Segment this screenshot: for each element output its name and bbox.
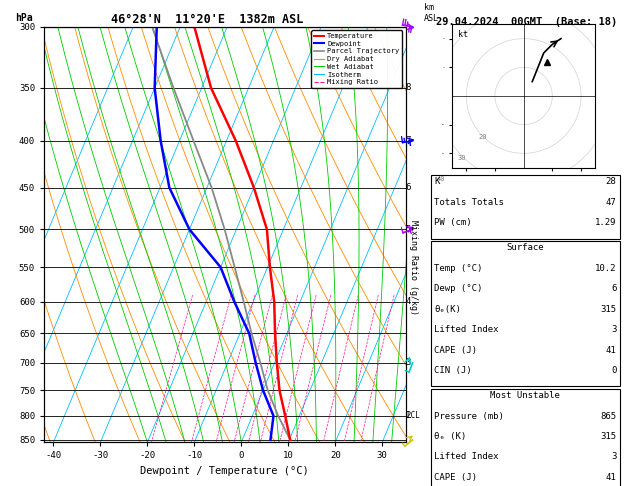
- Text: 6: 6: [406, 183, 411, 192]
- Text: kt: kt: [458, 30, 468, 39]
- Text: 6: 6: [611, 284, 616, 294]
- Text: Temp (°C): Temp (°C): [434, 264, 482, 273]
- Text: 1: 1: [150, 447, 153, 451]
- Text: 4: 4: [232, 447, 236, 451]
- Text: 20: 20: [340, 447, 348, 451]
- Text: 7: 7: [406, 137, 411, 145]
- Text: CIN (J): CIN (J): [434, 366, 472, 375]
- Text: θₑ (K): θₑ (K): [434, 432, 466, 441]
- Text: 30: 30: [457, 155, 466, 161]
- Text: 5: 5: [406, 225, 411, 234]
- Text: 41: 41: [606, 473, 616, 482]
- Text: 41: 41: [606, 346, 616, 355]
- Text: 2: 2: [406, 411, 411, 420]
- Text: 15: 15: [320, 447, 327, 451]
- Text: 29.04.2024  00GMT  (Base: 18): 29.04.2024 00GMT (Base: 18): [436, 17, 617, 27]
- Text: 8: 8: [278, 447, 281, 451]
- Text: Pressure (mb): Pressure (mb): [434, 412, 504, 421]
- Text: 40: 40: [437, 175, 445, 182]
- Text: Surface: Surface: [506, 243, 544, 253]
- Text: 4: 4: [406, 297, 411, 306]
- Text: LCL: LCL: [406, 411, 420, 420]
- Text: 6: 6: [259, 447, 262, 451]
- Text: 3: 3: [214, 447, 218, 451]
- Text: θₑ(K): θₑ(K): [434, 305, 461, 314]
- Text: 315: 315: [600, 305, 616, 314]
- Text: hPa: hPa: [15, 13, 33, 22]
- Text: Totals Totals: Totals Totals: [434, 198, 504, 207]
- Text: 865: 865: [600, 412, 616, 421]
- Text: km
ASL: km ASL: [424, 3, 439, 22]
- Text: 1.29: 1.29: [595, 218, 616, 227]
- Title: 46°28'N  11°20'E  1382m ASL: 46°28'N 11°20'E 1382m ASL: [111, 13, 303, 26]
- Text: Dewp (°C): Dewp (°C): [434, 284, 482, 294]
- Text: Most Unstable: Most Unstable: [490, 391, 560, 400]
- Legend: Temperature, Dewpoint, Parcel Trajectory, Dry Adiabat, Wet Adiabat, Isotherm, Mi: Temperature, Dewpoint, Parcel Trajectory…: [311, 30, 402, 88]
- Text: 8: 8: [406, 84, 411, 92]
- Text: 3: 3: [611, 325, 616, 334]
- Text: 2: 2: [189, 447, 193, 451]
- Text: Lifted Index: Lifted Index: [434, 325, 499, 334]
- Text: PW (cm): PW (cm): [434, 218, 472, 227]
- Text: 315: 315: [600, 432, 616, 441]
- Text: 47: 47: [606, 198, 616, 207]
- Text: 25: 25: [357, 447, 364, 451]
- Text: K: K: [434, 177, 440, 187]
- Text: 0: 0: [611, 366, 616, 375]
- X-axis label: Dewpoint / Temperature (°C): Dewpoint / Temperature (°C): [140, 466, 309, 476]
- Text: 20: 20: [478, 134, 487, 140]
- Text: 10: 10: [291, 447, 299, 451]
- Text: CAPE (J): CAPE (J): [434, 346, 477, 355]
- Text: CAPE (J): CAPE (J): [434, 473, 477, 482]
- Text: 3: 3: [611, 452, 616, 462]
- Text: 5: 5: [247, 447, 250, 451]
- Text: 10.2: 10.2: [595, 264, 616, 273]
- Text: 3: 3: [406, 358, 411, 367]
- Text: Mixing Ratio (g/kg): Mixing Ratio (g/kg): [409, 220, 418, 315]
- Text: Lifted Index: Lifted Index: [434, 452, 499, 462]
- Text: 28: 28: [606, 177, 616, 187]
